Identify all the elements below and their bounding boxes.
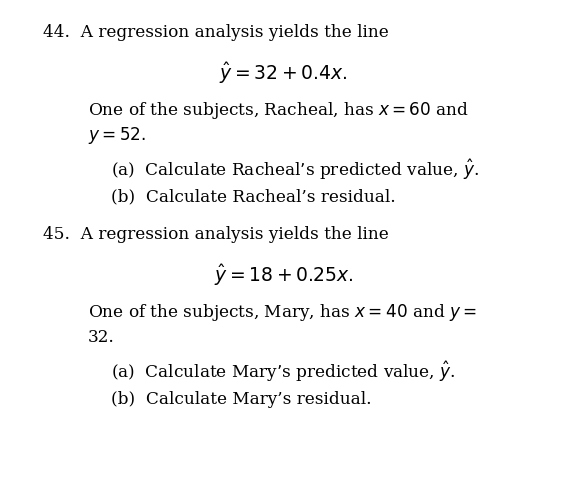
Text: One of the subjects, Racheal, has $x = 60$ and: One of the subjects, Racheal, has $x = 6… <box>88 100 469 121</box>
Text: One of the subjects, Mary, has $x = 40$ and $y =$: One of the subjects, Mary, has $x = 40$ … <box>88 302 477 323</box>
Text: 44.  A regression analysis yields the line: 44. A regression analysis yields the lin… <box>43 24 388 41</box>
Text: 45.  A regression analysis yields the line: 45. A regression analysis yields the lin… <box>43 226 388 243</box>
Text: $\hat{y} = 32 + 0.4x.$: $\hat{y} = 32 + 0.4x.$ <box>219 60 348 86</box>
Text: (b)  Calculate Mary’s residual.: (b) Calculate Mary’s residual. <box>111 391 371 408</box>
Text: (a)  Calculate Racheal’s predicted value, $\hat{y}$.: (a) Calculate Racheal’s predicted value,… <box>111 157 479 182</box>
Text: $\hat{y} = 18 + 0.25x.$: $\hat{y} = 18 + 0.25x.$ <box>214 262 353 288</box>
Text: (a)  Calculate Mary’s predicted value, $\hat{y}$.: (a) Calculate Mary’s predicted value, $\… <box>111 359 455 384</box>
Text: 32.: 32. <box>88 329 115 346</box>
Text: $y = 52.$: $y = 52.$ <box>88 125 146 146</box>
Text: (b)  Calculate Racheal’s residual.: (b) Calculate Racheal’s residual. <box>111 189 395 206</box>
